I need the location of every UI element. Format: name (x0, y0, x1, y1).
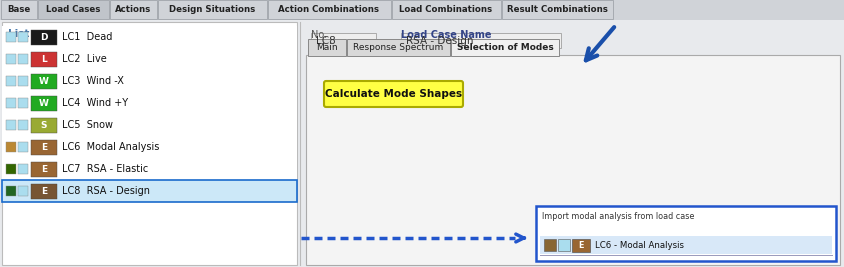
FancyBboxPatch shape (110, 0, 157, 19)
Text: E: E (41, 187, 47, 195)
Text: LC7  RSA - Elastic: LC7 RSA - Elastic (62, 164, 149, 174)
Bar (6, 164, 16, 174)
Text: Result Combinations: Result Combinations (506, 6, 608, 14)
FancyBboxPatch shape (451, 39, 559, 56)
Bar (544, 239, 555, 251)
Text: E: E (41, 164, 47, 174)
Text: L: L (41, 54, 47, 64)
Bar (18, 142, 28, 152)
FancyBboxPatch shape (38, 0, 109, 19)
Bar (18, 98, 28, 108)
Text: W: W (39, 77, 49, 85)
FancyBboxPatch shape (347, 39, 450, 56)
Bar (18, 186, 28, 196)
Text: RSA - Design: RSA - Design (406, 36, 473, 45)
FancyBboxPatch shape (536, 206, 836, 261)
Bar (2, 136, 297, 158)
Bar (31, 52, 57, 66)
FancyBboxPatch shape (311, 33, 376, 48)
Bar (558, 239, 570, 251)
Text: LC4  Wind +Y: LC4 Wind +Y (62, 98, 128, 108)
Text: E: E (578, 241, 583, 249)
FancyBboxPatch shape (502, 0, 613, 19)
FancyBboxPatch shape (401, 33, 561, 48)
Text: Base: Base (7, 6, 30, 14)
Bar (6, 186, 16, 196)
Bar (31, 73, 57, 88)
Text: Import modal analysis from load case: Import modal analysis from load case (542, 212, 694, 221)
FancyBboxPatch shape (306, 55, 840, 265)
Text: Actions: Actions (115, 6, 151, 14)
Bar (6, 142, 16, 152)
Bar (2, 48, 297, 70)
Text: Load Cases: Load Cases (46, 6, 100, 14)
Bar (31, 162, 57, 176)
Bar (31, 96, 57, 111)
Bar (18, 76, 28, 86)
FancyBboxPatch shape (268, 0, 391, 19)
Bar (571, 238, 590, 252)
Bar (2, 158, 297, 180)
Bar (6, 98, 16, 108)
Bar (18, 32, 28, 42)
Bar (0, 0, 844, 20)
Bar (6, 54, 16, 64)
Text: List: List (8, 29, 30, 39)
Text: Selection of Modes: Selection of Modes (457, 43, 554, 52)
FancyBboxPatch shape (158, 0, 267, 19)
Text: LC5  Snow: LC5 Snow (62, 120, 113, 130)
Text: No.: No. (311, 30, 327, 40)
Bar (31, 183, 57, 198)
Bar (2, 180, 297, 202)
Text: E: E (41, 143, 47, 151)
Bar (31, 29, 57, 45)
Bar (31, 117, 57, 132)
Bar (6, 32, 16, 42)
Bar (539, 236, 832, 254)
Bar (31, 139, 57, 155)
Bar (2, 114, 297, 136)
Text: Load Case Name: Load Case Name (401, 30, 491, 40)
Bar (2, 70, 297, 92)
FancyBboxPatch shape (392, 0, 501, 19)
Bar (6, 76, 16, 86)
Text: LC8: LC8 (316, 36, 336, 45)
Text: LC1  Dead: LC1 Dead (62, 32, 112, 42)
Bar (18, 164, 28, 174)
Bar (2, 22, 297, 265)
Text: Design Situations: Design Situations (169, 6, 255, 14)
Text: Action Combinations: Action Combinations (279, 6, 380, 14)
Bar (2, 26, 297, 48)
Text: Response Spectrum: Response Spectrum (354, 43, 444, 52)
Text: Load Combinations: Load Combinations (399, 6, 493, 14)
Bar (18, 120, 28, 130)
Bar (18, 54, 28, 64)
Bar (6, 120, 16, 130)
Text: LC6 - Modal Analysis: LC6 - Modal Analysis (595, 241, 684, 249)
FancyBboxPatch shape (324, 81, 463, 107)
FancyBboxPatch shape (308, 39, 346, 56)
Bar (2, 92, 297, 114)
Text: D: D (41, 33, 48, 41)
Text: Main: Main (316, 43, 338, 52)
FancyBboxPatch shape (1, 0, 37, 19)
Text: S: S (41, 120, 47, 129)
Text: LC2  Live: LC2 Live (62, 54, 106, 64)
Text: LC6  Modal Analysis: LC6 Modal Analysis (62, 142, 160, 152)
Text: LC3  Wind -X: LC3 Wind -X (62, 76, 124, 86)
Text: W: W (39, 99, 49, 108)
Text: LC8  RSA - Design: LC8 RSA - Design (62, 186, 150, 196)
Text: Calculate Mode Shapes: Calculate Mode Shapes (325, 89, 462, 99)
